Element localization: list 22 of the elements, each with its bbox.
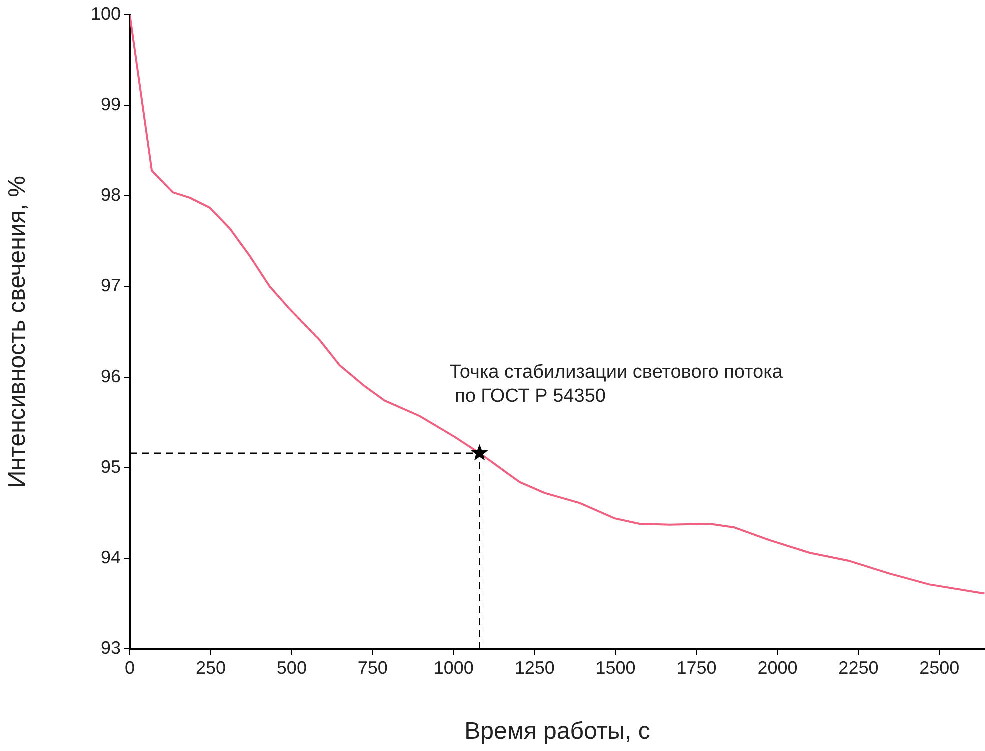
- x-tick-label: 0: [124, 658, 136, 678]
- y-tick-label: 99: [100, 94, 121, 115]
- x-tick-label: 2000: [758, 658, 798, 678]
- x-tick-label: 750: [358, 658, 388, 678]
- y-tick-label: 98: [100, 185, 121, 206]
- x-tick-label: 500: [276, 658, 307, 678]
- x-tick-label: 1250: [514, 658, 555, 678]
- y-axis-title: Интенсивность свечения, %: [4, 176, 32, 488]
- y-tick-label: 94: [100, 547, 121, 568]
- x-tick-label: 1750: [676, 658, 717, 678]
- y-tick-label: 96: [100, 366, 121, 386]
- x-axis-title: Время работы, с: [464, 718, 650, 746]
- annotation: Точка стабилизации светового потока по ГОСТ Р 54350: [450, 362, 784, 408]
- y-tick-label: 97: [100, 276, 121, 296]
- y-tick-label: 95: [100, 456, 121, 477]
- x-tick-label: 2500: [920, 658, 960, 678]
- y-tick-label: 93: [100, 638, 121, 658]
- x-tick-label: 250: [196, 658, 226, 678]
- x-tick-label: 1500: [596, 658, 636, 678]
- y-tick-label: 100: [90, 4, 121, 24]
- x-tick-label: 2250: [838, 658, 879, 678]
- x-tick-label: 1000: [434, 658, 474, 678]
